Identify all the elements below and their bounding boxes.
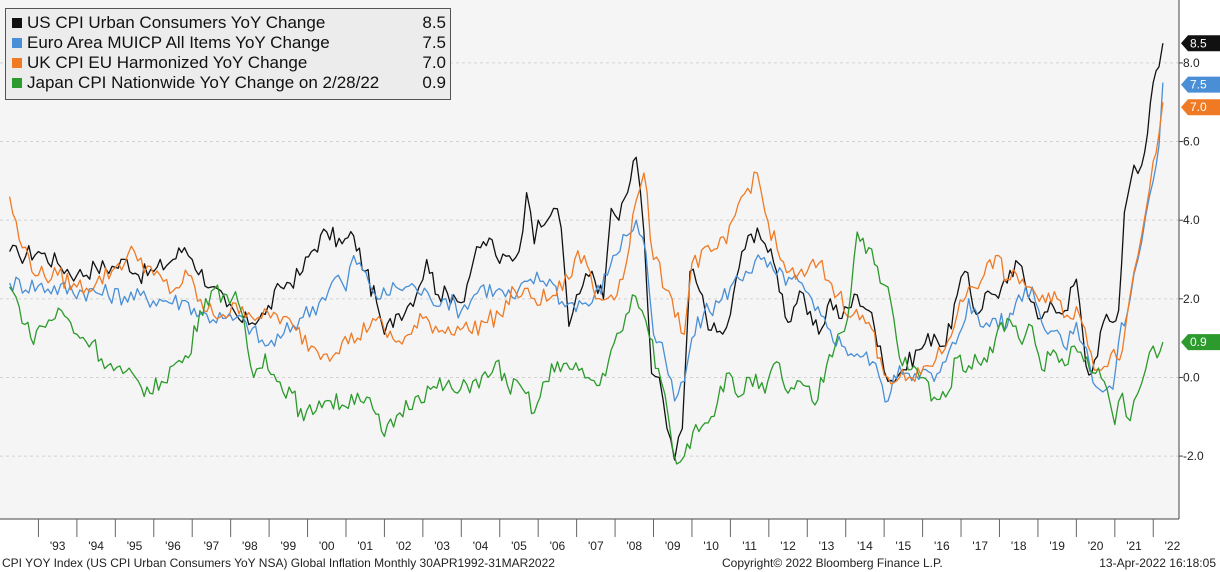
x-tick-label: '14 xyxy=(857,539,873,553)
legend-label-japan: Japan CPI Nationwide YoY Change on 2/28/… xyxy=(27,73,380,92)
end-value-tag-label: 7.0 xyxy=(1190,100,1207,114)
x-tick-label: '95 xyxy=(127,539,143,553)
legend-swatch-us xyxy=(12,18,22,28)
series-line xyxy=(8,102,1164,385)
x-axis: '93 '94 '95 '96 '97 '98 '99 '00 '01 '02 '03 '04 '05 '… xyxy=(0,518,1181,553)
x-tick-label: '06 xyxy=(550,539,566,553)
end-value-tag: 0.9 xyxy=(1181,334,1220,351)
series-line xyxy=(8,82,1164,403)
x-tick-label: '09 xyxy=(665,539,681,553)
legend-value-uk: 7.0 xyxy=(422,53,446,72)
legend-label-euro: Euro Area MUICP All Items YoY Change xyxy=(27,33,330,52)
legend-item-euro: Euro Area MUICP All Items YoY Change 7.5 xyxy=(12,33,446,53)
end-value-tag: 8.5 xyxy=(1181,35,1220,52)
x-tick-label: '17 xyxy=(972,539,988,553)
legend-label-uk: UK CPI EU Harmonized YoY Change xyxy=(27,53,308,72)
x-tick-label: '22 xyxy=(1165,539,1181,553)
legend-item-us: US CPI Urban Consumers YoY Change 8.5 xyxy=(12,13,446,33)
x-tick-label: '12 xyxy=(780,539,796,553)
x-tick-label: '96 xyxy=(165,539,181,553)
x-tick-label: '15 xyxy=(896,539,912,553)
end-value-tag-bg xyxy=(1181,76,1220,93)
footer-timestamp: 13-Apr-2022 16:18:05 xyxy=(1099,556,1216,570)
legend-item-japan: Japan CPI Nationwide YoY Change on 2/28/… xyxy=(12,73,446,93)
legend-item-uk: UK CPI EU Harmonized YoY Change 7.0 xyxy=(12,53,446,73)
x-tick-label: '13 xyxy=(819,539,835,553)
x-tick-label: '08 xyxy=(626,539,642,553)
end-labels: 8.5 7.5 7.0 0.9 xyxy=(1181,35,1220,351)
y-tick-label: 4.0 xyxy=(1183,213,1200,227)
x-tick-label: '16 xyxy=(934,539,950,553)
x-tick-label: '03 xyxy=(434,539,450,553)
x-tick-label: '19 xyxy=(1049,539,1065,553)
x-tick-label: '00 xyxy=(319,539,335,553)
x-tick-label: '11 xyxy=(742,539,757,553)
x-tick-label: '93 xyxy=(50,539,66,553)
end-value-tag: 7.0 xyxy=(1181,99,1220,116)
x-tick-label: '02 xyxy=(396,539,412,553)
y-tick-label: 0.0 xyxy=(1183,370,1200,384)
legend-label-us: US CPI Urban Consumers YoY Change xyxy=(27,13,326,32)
end-value-tag-label: 8.5 xyxy=(1190,36,1207,50)
x-tick-label: '07 xyxy=(588,539,604,553)
end-value-tag-bg xyxy=(1181,35,1220,52)
footer-source: CPI YOY Index (US CPI Urban Consumers Yo… xyxy=(2,556,555,570)
x-tick-label: '01 xyxy=(357,539,373,553)
end-value-tag-bg xyxy=(1181,334,1220,351)
legend-swatch-uk xyxy=(12,58,22,68)
y-tick-label: 8.0 xyxy=(1183,56,1200,70)
series-lines xyxy=(8,43,1164,465)
x-tick-label: '98 xyxy=(242,539,258,553)
y-tick-label: 2.0 xyxy=(1183,292,1200,306)
x-tick-label: '20 xyxy=(1088,539,1104,553)
end-value-tag: 7.5 xyxy=(1181,76,1220,93)
x-tick-label: '04 xyxy=(473,539,489,553)
series-line xyxy=(9,231,1164,465)
legend-value-us: 8.5 xyxy=(422,13,446,32)
x-tick-label: '94 xyxy=(88,539,104,553)
legend: US CPI Urban Consumers YoY Change 8.5 Eu… xyxy=(5,8,451,100)
x-tick-label: '97 xyxy=(204,539,220,553)
x-tick-label: '05 xyxy=(511,539,527,553)
gridlines xyxy=(0,62,1179,457)
x-tick-label: '21 xyxy=(1126,539,1142,553)
end-value-tag-label: 0.9 xyxy=(1190,335,1207,349)
end-value-tag-label: 7.5 xyxy=(1190,78,1207,92)
y-axis: -2.0 0.0 2.0 4.0 6.0 8.0 xyxy=(1178,0,1204,519)
legend-value-japan: 0.9 xyxy=(422,73,446,92)
legend-value-euro: 7.5 xyxy=(422,33,446,52)
end-value-tag-bg xyxy=(1181,99,1220,116)
footer-copyright: Copyright© 2022 Bloomberg Finance L.P. xyxy=(722,556,943,570)
x-tick-label: '18 xyxy=(1011,539,1027,553)
x-tick-label: '10 xyxy=(703,539,719,553)
y-tick-label: -2.0 xyxy=(1183,449,1204,463)
x-tick-label: '99 xyxy=(280,539,296,553)
legend-swatch-japan xyxy=(12,78,22,88)
y-tick-label: 6.0 xyxy=(1183,135,1200,149)
legend-swatch-euro xyxy=(12,38,22,48)
